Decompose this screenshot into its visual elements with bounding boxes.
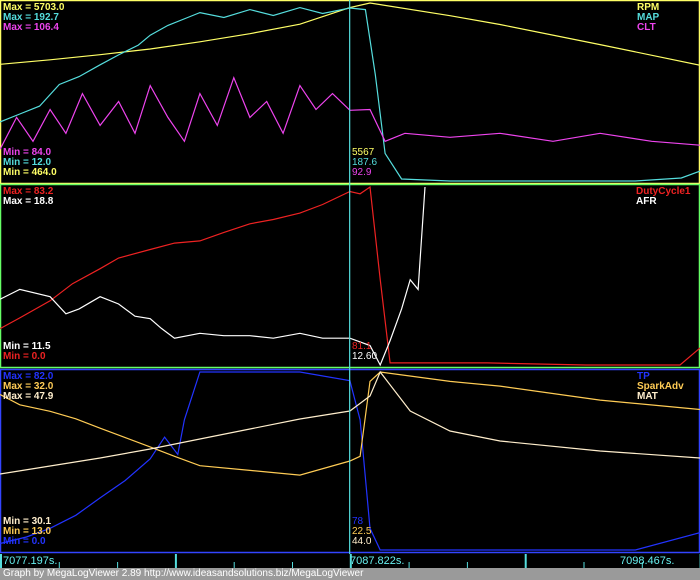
max-label: Max = 83.2 bbox=[3, 186, 54, 197]
cursor-value-map: 187.6 bbox=[352, 157, 378, 168]
footer-credit: Graph by MegaLogViewer 2.89 http://www.i… bbox=[0, 568, 700, 580]
min-label: Min = 84.0 bbox=[3, 147, 52, 158]
cursor-value-afr: 12.60 bbox=[352, 351, 378, 362]
max-label: Max = 5703.0 bbox=[3, 2, 65, 13]
cursor-value-tp: 78 bbox=[352, 516, 364, 527]
series-line-clt bbox=[0, 75, 700, 150]
legend-rpm: RPM bbox=[637, 2, 660, 13]
max-label: Max = 47.9 bbox=[3, 391, 54, 402]
series-line-afr bbox=[0, 186, 426, 367]
series-line-dutycycle1 bbox=[0, 185, 700, 366]
series-line-map bbox=[0, 6, 700, 182]
legend-afr: AFR bbox=[636, 196, 657, 207]
cursor-value-sparkadv: 22.5 bbox=[352, 526, 372, 537]
max-label: Max = 82.0 bbox=[3, 371, 54, 382]
min-label: Min = 464.0 bbox=[3, 167, 57, 178]
min-label: Min = 13.0 bbox=[3, 526, 52, 537]
min-label: Min = 0.0 bbox=[3, 351, 46, 362]
time-axis: 7077.197s. 7087.822s. 7098.467s. bbox=[0, 554, 700, 568]
time-end-label: 7098.467s. bbox=[620, 555, 675, 567]
max-label: Max = 192.7 bbox=[3, 12, 59, 23]
legend-map: MAP bbox=[637, 12, 660, 23]
legend-sparkadv: SparkAdv bbox=[637, 381, 684, 392]
legend-tp: TP bbox=[637, 371, 650, 382]
cursor-value-clt: 92.9 bbox=[352, 167, 372, 178]
log-graph[interactable] bbox=[0, 0, 700, 554]
legend-dutycycle1: DutyCycle1 bbox=[636, 186, 691, 197]
series-line-rpm bbox=[0, 2, 700, 66]
legend-clt: CLT bbox=[637, 22, 656, 33]
min-label: Min = 11.5 bbox=[3, 341, 51, 352]
cursor-value-dutycycle1: 81.1 bbox=[352, 341, 372, 352]
time-start-label: 7077.197s. bbox=[3, 555, 58, 567]
legend-mat: MAT bbox=[637, 391, 658, 402]
max-label: Max = 18.8 bbox=[3, 196, 54, 207]
min-label: Min = 30.1 bbox=[3, 516, 52, 527]
min-label: Min = 0.0 bbox=[3, 536, 46, 547]
series-line-sparkadv bbox=[0, 371, 700, 476]
cursor-value-mat: 44.0 bbox=[352, 536, 372, 547]
time-cursor-label: 7087.822s. bbox=[350, 555, 405, 567]
max-label: Max = 106.4 bbox=[3, 22, 59, 33]
max-label: Max = 32.0 bbox=[3, 381, 54, 392]
cursor-value-rpm: 5567 bbox=[352, 147, 375, 158]
series-line-tp bbox=[0, 371, 700, 551]
min-label: Min = 12.0 bbox=[3, 157, 52, 168]
